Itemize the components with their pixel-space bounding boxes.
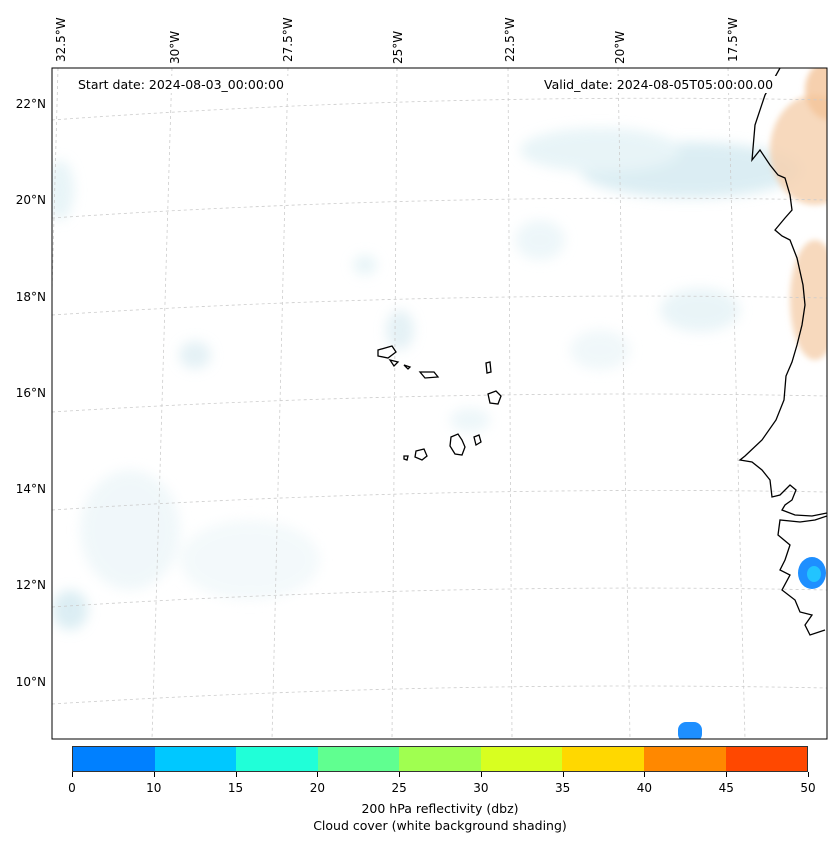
colorbar-tick-label: 0 [68,781,76,795]
cloud-cover-shading [52,128,800,630]
colorbar [72,746,808,772]
colorbar-tick-label: 50 [800,781,816,795]
colorbar-tick [399,772,401,777]
lon-label: 17.5°W [726,17,740,62]
colorbar-swatch [480,747,563,771]
colorbar-tick-label: 20 [309,781,325,795]
lon-label: 27.5°W [281,17,295,62]
colorbar-swatch [399,747,481,771]
colorbar-tick [480,772,482,777]
lon-label: 22.5°W [503,17,517,62]
start-date-label: Start date: 2024-08-03_00:00:00 [72,76,290,93]
lat-label: 16°N [15,386,46,400]
colorbar-title: 200 hPa reflectivity (dbz) [361,801,519,816]
colorbar-tick-label: 35 [555,781,571,795]
colorbar-tick [808,772,809,777]
colorbar-tick [317,772,319,777]
cape-verde-islands [377,345,502,461]
colorbar-tick [153,772,155,777]
colorbar-swatch [643,747,726,771]
colorbar-subtitle: Cloud cover (white background shading) [313,818,567,833]
colorbar-swatch [317,747,400,771]
colorbar-swatch [725,747,808,771]
lat-label: 20°N [15,193,46,207]
africa-coastline [738,68,827,636]
reflectivity-cells [678,557,826,739]
colorbar-swatch [154,747,237,771]
colorbar-tick [235,772,237,777]
gridlines [52,68,827,739]
lat-label: 10°N [15,675,46,689]
colorbar-tick-label: 25 [391,781,407,795]
map-frame [51,67,828,740]
valid-date-label: Valid_date: 2024-08-05T05:00:00.00 [538,76,780,93]
colorbar-tick [726,772,728,777]
lon-label: 25°W [391,30,405,64]
colorbar-tick-label: 15 [227,781,244,795]
lat-label: 12°N [15,578,46,592]
colorbar-tick-label: 30 [473,781,489,795]
lon-label: 20°W [613,30,627,64]
lat-label: 18°N [15,290,46,304]
lat-label: 22°N [15,97,46,111]
colorbar-tick-label: 40 [636,781,653,795]
lon-label: 32.5°W [54,17,68,62]
colorbar-tick [644,772,646,777]
colorbar-swatch [73,747,155,771]
colorbar-tick-label: 10 [146,781,162,795]
lat-label: 14°N [15,482,46,496]
colorbar-tick [562,772,564,777]
colorbar-swatch [562,747,644,771]
colorbar-tick-label: 45 [718,781,734,795]
colorbar-swatch [236,747,318,771]
lon-label: 30°W [168,30,182,64]
colorbar-tick [72,772,73,777]
